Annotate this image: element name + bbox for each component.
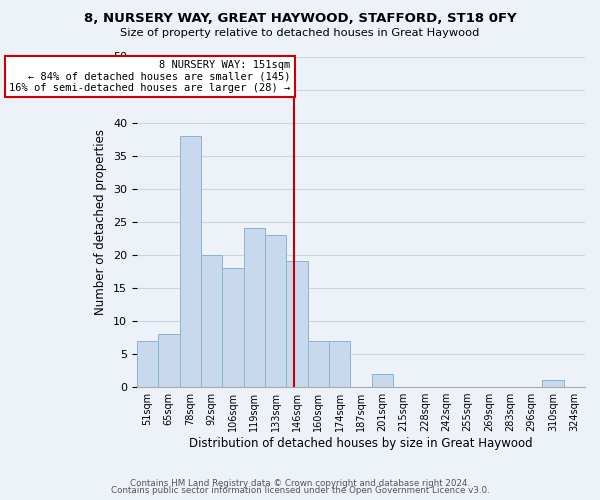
Bar: [329, 341, 350, 387]
Bar: [201, 255, 222, 387]
Text: 8 NURSERY WAY: 151sqm
← 84% of detached houses are smaller (145)
16% of semi-det: 8 NURSERY WAY: 151sqm ← 84% of detached …: [9, 60, 290, 93]
Text: Size of property relative to detached houses in Great Haywood: Size of property relative to detached ho…: [121, 28, 479, 38]
X-axis label: Distribution of detached houses by size in Great Haywood: Distribution of detached houses by size …: [189, 437, 533, 450]
Bar: [265, 235, 286, 387]
Bar: [371, 374, 393, 387]
Y-axis label: Number of detached properties: Number of detached properties: [94, 129, 107, 315]
Bar: [137, 341, 158, 387]
Text: 8, NURSERY WAY, GREAT HAYWOOD, STAFFORD, ST18 0FY: 8, NURSERY WAY, GREAT HAYWOOD, STAFFORD,…: [83, 12, 517, 26]
Bar: [158, 334, 179, 387]
Text: Contains public sector information licensed under the Open Government Licence v3: Contains public sector information licen…: [110, 486, 490, 495]
Bar: [542, 380, 563, 387]
Bar: [222, 268, 244, 387]
Bar: [244, 228, 265, 387]
Bar: [286, 262, 308, 387]
Bar: [308, 341, 329, 387]
Bar: [179, 136, 201, 387]
Text: Contains HM Land Registry data © Crown copyright and database right 2024.: Contains HM Land Registry data © Crown c…: [130, 478, 470, 488]
